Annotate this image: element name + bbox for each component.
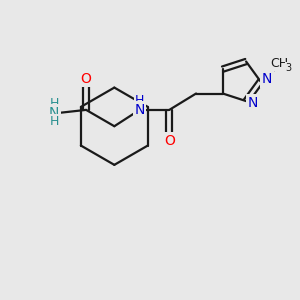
- Text: N: N: [134, 103, 145, 117]
- Text: N: N: [49, 106, 59, 120]
- Text: N: N: [248, 96, 258, 110]
- Text: O: O: [164, 134, 175, 148]
- Text: H: H: [135, 94, 144, 107]
- Text: H: H: [49, 115, 59, 128]
- Text: 3: 3: [285, 63, 291, 73]
- Text: O: O: [81, 72, 92, 86]
- Text: H: H: [49, 97, 59, 110]
- Text: N: N: [262, 72, 272, 86]
- Text: CH: CH: [271, 57, 289, 70]
